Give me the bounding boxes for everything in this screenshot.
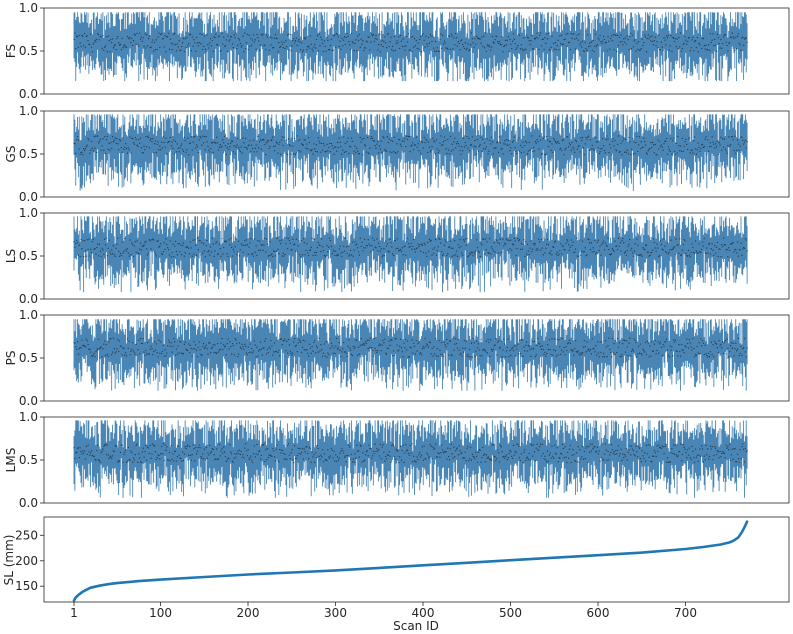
ps-ytick-1: 0.5 — [19, 351, 38, 365]
sl-ytick-150: 150 — [15, 579, 38, 593]
sl-ylabel: SL (mm) — [2, 535, 16, 586]
xtick-500: 500 — [499, 606, 522, 620]
ls-ytick-0: 0.0 — [19, 292, 38, 306]
sl-ytick-250: 250 — [15, 528, 38, 542]
sl-axes-frame — [43, 516, 790, 603]
ps-errorbar-series — [73, 319, 748, 391]
xlabel: Scan ID — [393, 619, 439, 633]
panel-ls: 0.0 0.5 1.0 LS — [4, 206, 790, 306]
sl-ytick-200: 200 — [15, 554, 38, 568]
ls-ytick-2: 1.0 — [19, 206, 38, 220]
gs-ylabel: GS — [4, 146, 18, 163]
lms-errorbar-series — [73, 420, 748, 498]
gs-errorbar-series — [73, 114, 748, 191]
panel-lms: 0.0 0.5 1.0 LMS — [4, 410, 790, 510]
lms-ytick-0: 0.0 — [19, 496, 38, 510]
gs-ytick-1: 0.5 — [19, 147, 38, 161]
ls-ytick-1: 0.5 — [19, 249, 38, 263]
ps-ytick-2: 1.0 — [19, 308, 38, 322]
panel-sl: 150 200 250 SL (mm) 1 100 200 300 400 50… — [2, 516, 790, 633]
xtick-1: 1 — [70, 606, 78, 620]
errorbar-mean-points — [73, 337, 748, 358]
ls-ylabel: LS — [4, 249, 18, 263]
xtick-100: 100 — [149, 606, 172, 620]
fs-ytick-2: 1.0 — [19, 1, 38, 15]
lms-ylabel: LMS — [4, 448, 18, 473]
panel-fs: 0.0 0.5 1.0 FS — [4, 1, 790, 101]
errorbar-mean-points — [73, 237, 748, 258]
xtick-200: 200 — [237, 606, 260, 620]
errorbar-mean-points — [73, 135, 748, 156]
xtick-300: 300 — [324, 606, 347, 620]
sl-line-series — [72, 520, 749, 602]
panel-gs: 0.0 0.5 1.0 GS — [4, 104, 790, 204]
lms-ytick-2: 1.0 — [19, 410, 38, 424]
gs-ytick-2: 1.0 — [19, 104, 38, 118]
errorbar-mean-points — [73, 443, 748, 464]
fs-errorbar-series — [73, 12, 748, 82]
lms-ytick-1: 0.5 — [19, 453, 38, 467]
fs-ylabel: FS — [4, 44, 18, 58]
xtick-700: 700 — [674, 606, 697, 620]
gs-ytick-0: 0.0 — [19, 190, 38, 204]
xtick-400: 400 — [412, 606, 435, 620]
fs-ytick-0: 0.0 — [19, 87, 38, 101]
ps-ytick-0: 0.0 — [19, 394, 38, 408]
panel-ps: 0.0 0.5 1.0 PS — [4, 308, 790, 408]
ls-errorbar-series — [73, 216, 748, 293]
fs-ytick-1: 0.5 — [19, 44, 38, 58]
errorbar-mean-points — [73, 32, 748, 53]
ps-ylabel: PS — [4, 351, 18, 366]
xtick-600: 600 — [587, 606, 610, 620]
